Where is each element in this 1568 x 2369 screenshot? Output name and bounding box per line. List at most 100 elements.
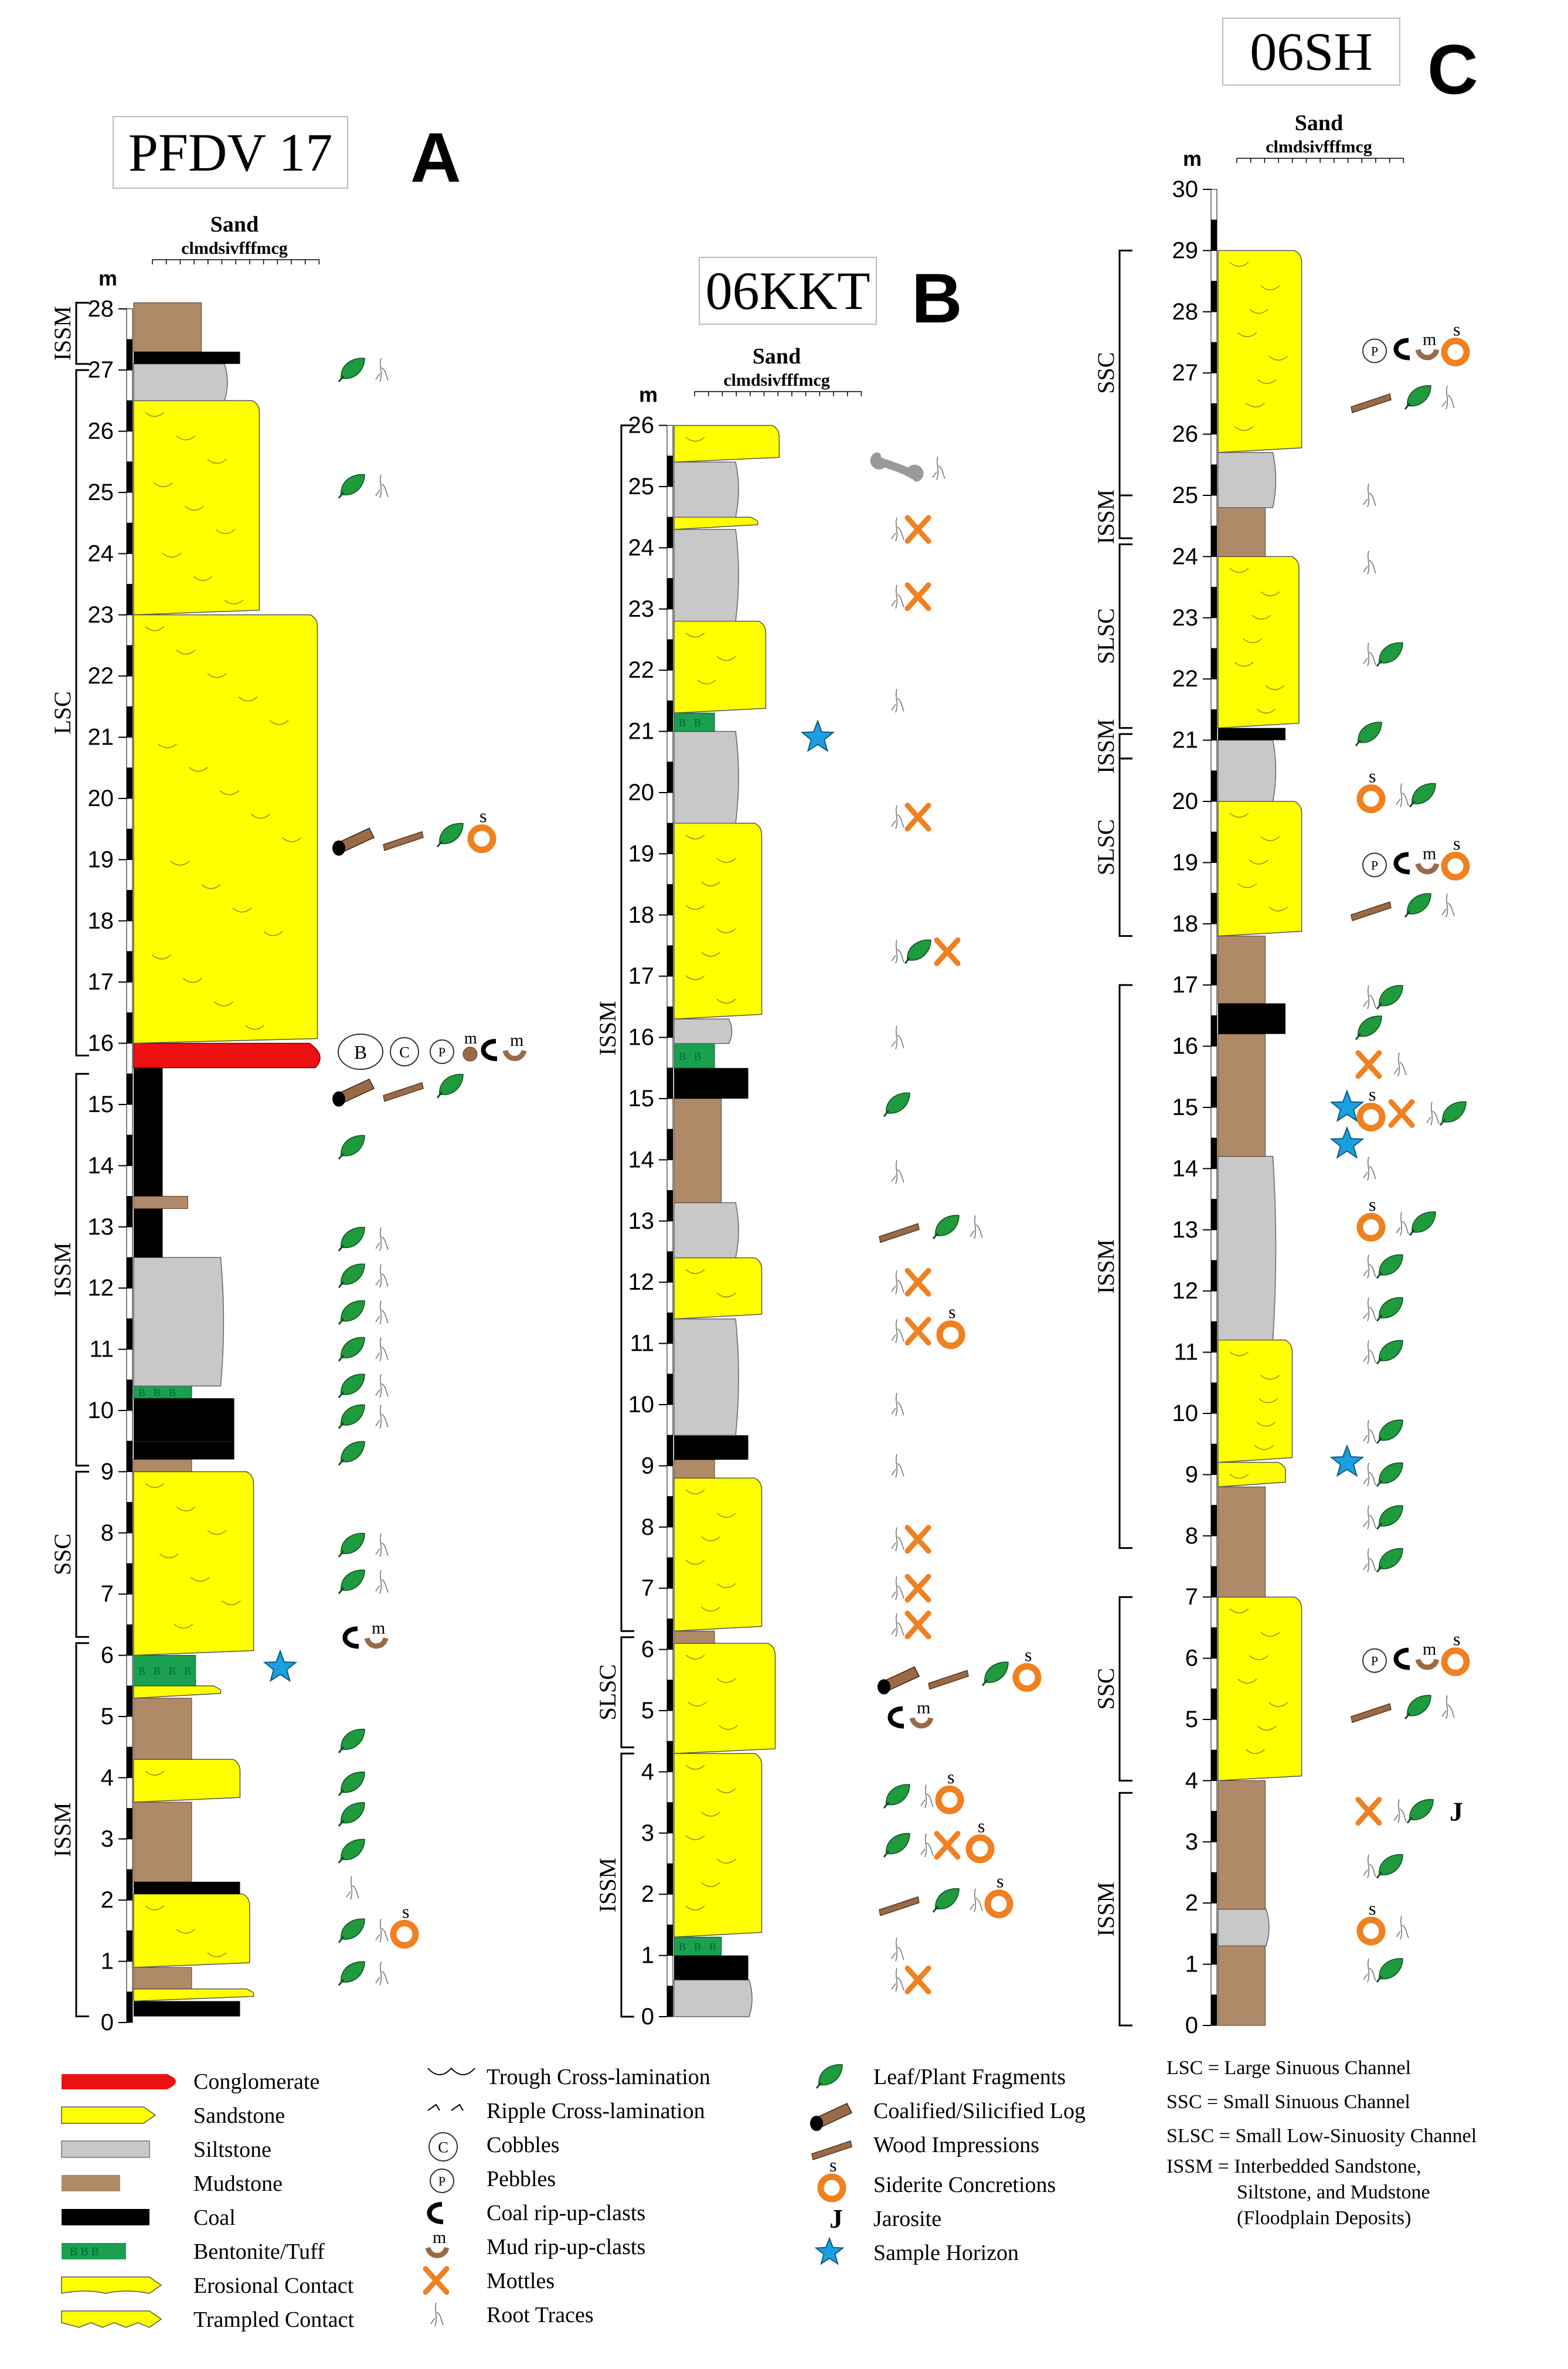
scale-tick-label: 2 xyxy=(641,1881,654,1907)
bone-icon xyxy=(870,452,924,482)
bed-mudstone xyxy=(1217,1034,1266,1157)
leaf-stem-icon xyxy=(436,1091,443,1099)
scale-bar-segment xyxy=(126,706,133,738)
scale-bar-segment xyxy=(1210,1658,1217,1690)
scale-tick-label: 24 xyxy=(88,541,114,566)
root-trace-icon xyxy=(1363,1854,1376,1878)
root-trace-icon xyxy=(891,1160,904,1184)
scale-bar-segment xyxy=(666,945,674,977)
scale-bar-segment xyxy=(1210,1076,1217,1108)
trough-lamination-mark xyxy=(221,1600,241,1606)
scale-bar-segment xyxy=(1210,1994,1217,2026)
bed-sandstone xyxy=(674,1257,763,1320)
bed-coal xyxy=(134,1068,163,1197)
bed-bentonite xyxy=(674,1043,715,1069)
trough-lamination-mark xyxy=(1246,1749,1266,1754)
scale-bar-segment xyxy=(666,853,674,885)
scale-bar-segment xyxy=(1210,311,1217,343)
bentonite-letter: B xyxy=(679,1941,686,1953)
scale-bar-segment xyxy=(126,1899,133,1931)
trough-lamination-mark xyxy=(176,650,196,655)
scale-bar-segment xyxy=(666,1710,674,1742)
root-trace-icon xyxy=(1396,1212,1409,1236)
trough-lamination-mark xyxy=(176,435,196,441)
coal-clast-icon xyxy=(1393,1647,1410,1670)
scale-bar-segment xyxy=(666,1863,674,1895)
legend-label-star: Sample Horizon xyxy=(873,2241,1019,2265)
bed-mudstone xyxy=(1217,1945,1266,2026)
legend-label-trampled: Trampled Contact xyxy=(193,2307,355,2332)
leaf-icon xyxy=(341,1135,365,1157)
scale-bar-segment xyxy=(126,675,133,707)
trough-lamination-mark xyxy=(207,1952,227,1957)
leaf-icon xyxy=(341,474,365,495)
root-trace-icon xyxy=(891,1025,904,1049)
leaf-icon xyxy=(439,1073,464,1095)
bed-siltstone xyxy=(674,461,739,518)
clast-letter-icon: P xyxy=(1371,858,1378,872)
mottle-icon xyxy=(904,515,931,544)
bed-sandstone xyxy=(1217,250,1302,453)
unit-bracket xyxy=(75,1073,89,1467)
bentonite-letter: B xyxy=(679,1051,686,1062)
bed-mudstone xyxy=(1217,936,1266,1004)
trough-lamination-mark xyxy=(1237,332,1257,338)
siderite-label-icon: s xyxy=(402,1901,409,1922)
trough-lamination-mark xyxy=(1265,685,1285,691)
scale-bar-segment xyxy=(666,578,674,610)
root-trace-icon xyxy=(891,1613,904,1637)
leaf-icon xyxy=(984,1661,1009,1683)
trough-lamination-mark xyxy=(685,437,705,442)
trough-lamination-mark xyxy=(1256,708,1276,714)
scale-bar-segment xyxy=(666,1159,674,1191)
trough-lamination-mark xyxy=(189,767,208,772)
trough-lamination-mark xyxy=(145,1770,165,1776)
scale-bar-segment xyxy=(1210,1321,1217,1353)
trough-lamination-mark xyxy=(220,790,239,796)
leaf-stem-icon xyxy=(815,2082,822,2089)
trough-lamination-mark xyxy=(716,1513,736,1518)
siderite-concretion-icon xyxy=(1356,1102,1386,1131)
trough-lamination-mark xyxy=(716,858,736,863)
scale-bar-segment xyxy=(126,1532,133,1564)
scale-tick-label: 25 xyxy=(1172,482,1199,508)
scale-tick-label: 28 xyxy=(88,296,114,322)
scale-bar-segment xyxy=(126,737,133,769)
column-a-title: PFDV 17 xyxy=(113,116,348,189)
leaf-stem-icon xyxy=(338,1281,345,1289)
trough-lamination-mark xyxy=(1268,906,1288,912)
root-trace-icon xyxy=(1363,1420,1376,1444)
scale-bar-segment xyxy=(666,1037,674,1069)
log-end-icon xyxy=(877,1679,890,1695)
root-trace-icon xyxy=(375,1962,389,1986)
scale-bar-segment xyxy=(126,1593,133,1625)
scale-bar-segment xyxy=(1210,1627,1217,1659)
root-trace-icon xyxy=(375,1227,389,1251)
leaf-stem-icon xyxy=(1376,1480,1383,1487)
root-trace-icon xyxy=(1393,1799,1407,1823)
clast-letter-icon: C xyxy=(399,1044,410,1061)
scale-tick-label: 2 xyxy=(101,1887,114,1913)
scale-bar-segment xyxy=(126,1716,133,1748)
leaf-icon xyxy=(1379,1419,1403,1441)
scale-tick-label: 13 xyxy=(1172,1217,1199,1243)
leaf-stem-icon xyxy=(338,1391,345,1399)
scale-bar-segment xyxy=(1210,1443,1217,1475)
scale-bar-segment xyxy=(126,1165,133,1197)
wood-impression-icon xyxy=(879,1223,920,1243)
leaf-icon xyxy=(1411,1211,1436,1233)
bed-sandstone xyxy=(674,822,763,1020)
unit-bracket xyxy=(75,1642,89,2018)
mud-clast-label-icon: m xyxy=(510,1031,523,1050)
root-trace-icon xyxy=(430,2302,444,2327)
leaf-stem-icon xyxy=(1376,1272,1383,1279)
trough-lamination-mark xyxy=(1243,638,1263,644)
scale-bar-segment xyxy=(126,1287,133,1319)
trough-lamination-mark xyxy=(1237,883,1257,888)
mud-clast-icon xyxy=(425,2246,450,2258)
leaf-icon xyxy=(341,1404,365,1426)
bed-sandstone xyxy=(674,620,767,714)
leaf-stem-icon xyxy=(338,1746,345,1753)
leaf-icon xyxy=(1358,722,1382,743)
leaf-icon xyxy=(341,1337,365,1358)
